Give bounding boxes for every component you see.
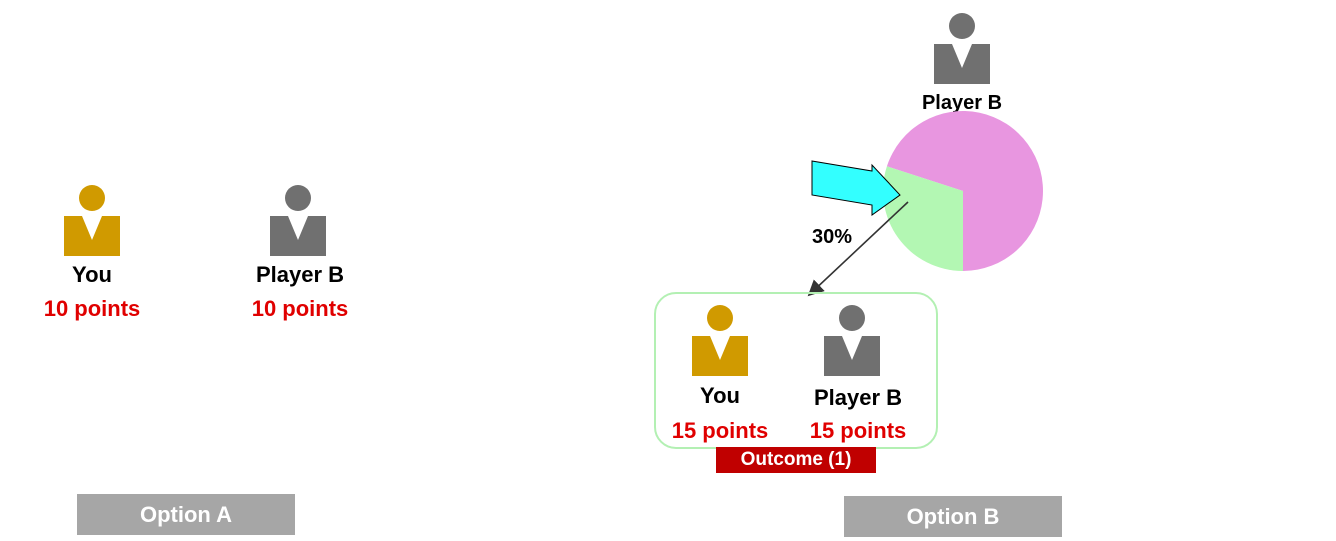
pie-slice-large: [886, 111, 1043, 271]
outcome-player-b-points-label: 15 points: [809, 418, 907, 443]
outcome-you-name-label: You: [700, 383, 740, 408]
option-b-button[interactable]: Option B: [844, 496, 1062, 537]
outcome-player-b-person-icon: [824, 305, 880, 376]
you-points-label: 10 points: [43, 296, 141, 321]
you-name-label: You: [72, 262, 112, 287]
player-b-points-label: 10 points: [251, 296, 349, 321]
player-b-top-name-label: Player B: [921, 92, 1003, 114]
you-person-icon: [64, 185, 120, 256]
block-arrow-icon: [811, 160, 901, 216]
outcome-label: Outcome (1): [716, 447, 876, 473]
player-b-name-label: Player B: [255, 262, 345, 287]
player-b-person-icon: [270, 185, 326, 256]
outcome-you-points-label: 15 points: [671, 418, 769, 443]
pie-slice-small: [882, 166, 963, 271]
chance-pie-chart: [811, 111, 1043, 271]
chance-percent-label: 30%: [811, 226, 853, 248]
outcome-player-b-name-label: Player B: [813, 385, 903, 410]
outcome-link-arrow: [807, 201, 909, 297]
outcome-you-person-icon: [692, 305, 748, 376]
option-a-button[interactable]: Option A: [77, 494, 295, 535]
player-b-top-person-icon: [934, 13, 990, 84]
